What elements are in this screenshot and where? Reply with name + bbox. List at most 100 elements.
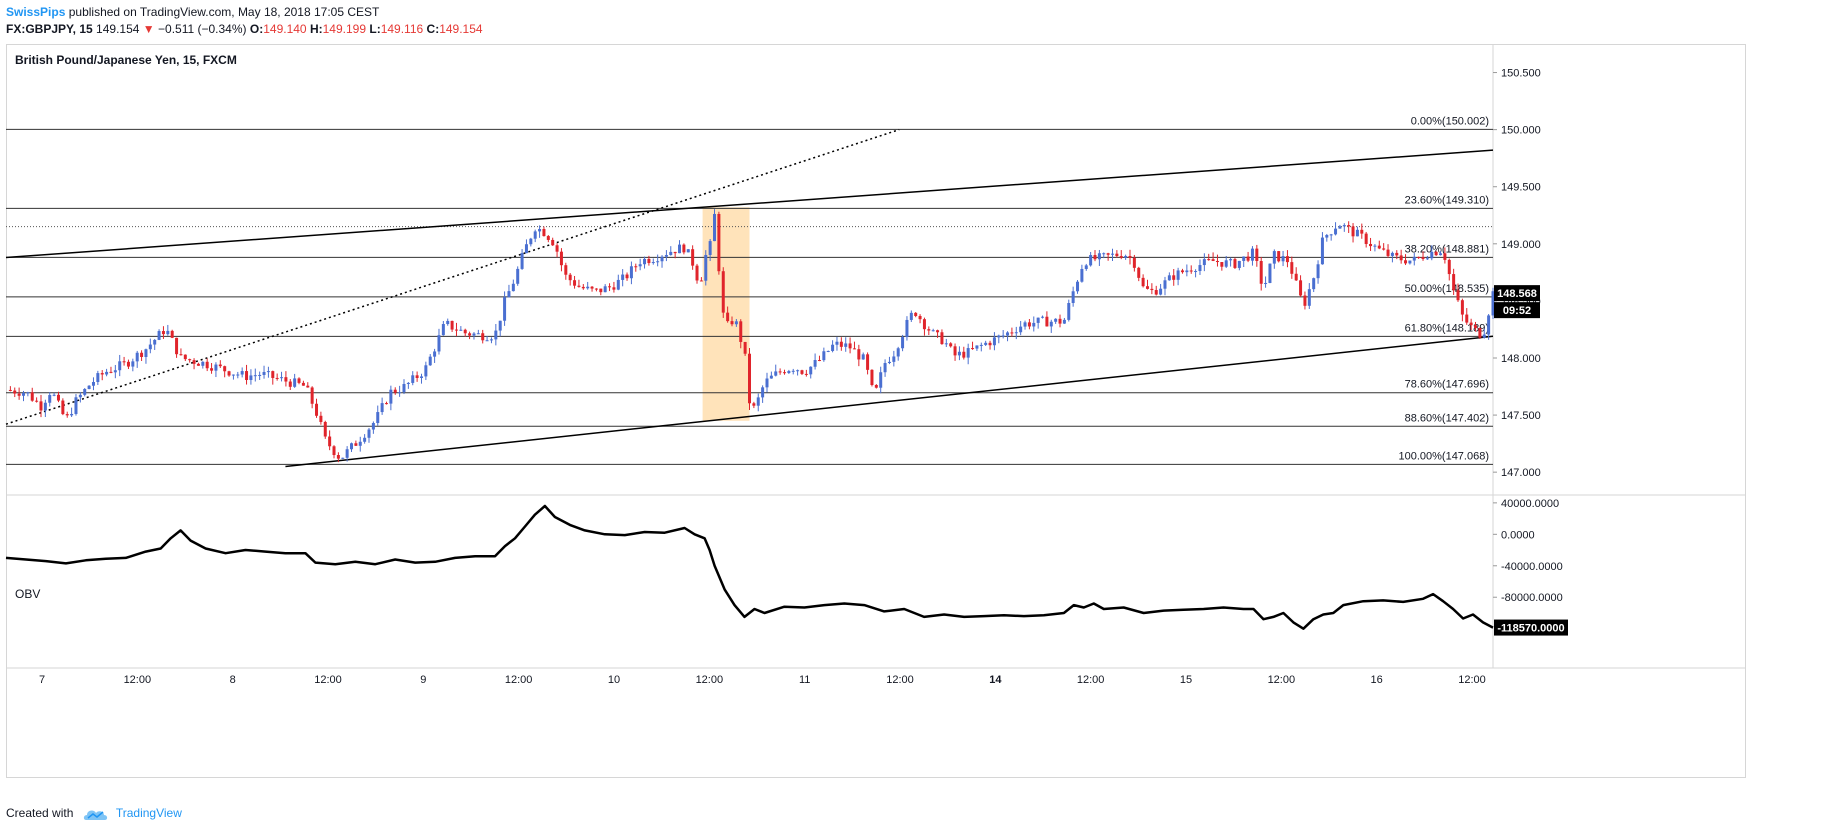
candle-body: [1001, 335, 1005, 337]
candle-body: [411, 375, 415, 383]
candle-body: [61, 400, 65, 415]
candle-body: [1041, 316, 1045, 318]
candle-body: [140, 352, 144, 357]
candle-body: [695, 265, 699, 281]
candle-body: [494, 330, 498, 340]
candle-body: [944, 343, 948, 345]
candle-body: [188, 359, 192, 361]
candle-body: [1390, 252, 1394, 256]
candle-body: [1342, 225, 1346, 227]
lower-trend-line[interactable]: [285, 335, 1494, 468]
candle-body: [524, 244, 528, 254]
candle-body: [791, 370, 795, 372]
candle-body: [13, 390, 17, 394]
candle-body: [280, 377, 284, 379]
candle-body: [201, 361, 205, 366]
candle-body: [433, 351, 437, 357]
candle-body: [1360, 229, 1364, 234]
candle-body: [879, 372, 883, 388]
candle-body: [686, 249, 690, 253]
candle-body: [297, 378, 301, 383]
candle-body: [192, 360, 196, 364]
candle-body: [266, 371, 270, 373]
candle-body: [787, 371, 791, 374]
candle-body: [756, 397, 760, 406]
candle-body: [1084, 265, 1088, 269]
candle-body: [748, 353, 751, 404]
candle-body: [52, 394, 56, 396]
candle-body: [739, 321, 743, 342]
candle-body: [533, 231, 537, 239]
candle-body: [804, 373, 808, 375]
candle-body: [909, 312, 913, 320]
candle-body: [538, 229, 542, 232]
candle-body: [196, 363, 200, 366]
author-name[interactable]: SwissPips: [6, 5, 66, 19]
time-axis-label: 15: [1180, 674, 1192, 686]
price-axis-label: 150.000: [1501, 125, 1541, 137]
countdown-label: 09:52: [1503, 305, 1531, 317]
tradingview-brand-link[interactable]: TradingView: [115, 806, 182, 820]
candle-body: [861, 354, 865, 360]
time-axis-label: 12:00: [124, 674, 152, 686]
candle-body: [1089, 255, 1093, 266]
candle-body: [48, 395, 52, 403]
candle-body: [428, 356, 432, 366]
candle-body: [555, 245, 559, 252]
candle-body: [638, 264, 642, 267]
candle-body: [1408, 260, 1412, 264]
candle-body: [752, 403, 756, 406]
candle-body: [170, 330, 174, 338]
candle-body: [319, 415, 323, 422]
candle-body: [205, 361, 209, 369]
candle-body: [1198, 265, 1202, 272]
candle-body: [717, 213, 721, 272]
candle-body: [1229, 259, 1233, 261]
time-axis-label: 12:00: [696, 674, 724, 686]
upper-trend-line[interactable]: [5, 149, 1494, 259]
candle-body: [323, 421, 327, 437]
current-price-tag: [1494, 285, 1540, 302]
candle-body: [1303, 295, 1307, 306]
candle-body: [1456, 290, 1460, 301]
publish-info: SwissPips published on TradingView.com, …: [6, 5, 379, 19]
candle-body: [1093, 255, 1097, 260]
candle-body: [131, 361, 135, 367]
candle-body: [35, 400, 39, 402]
candle-body: [516, 268, 520, 284]
candle-body: [1106, 253, 1110, 255]
last-price: 149.154: [96, 22, 140, 36]
candle-body: [1115, 253, 1119, 257]
obv-series-line[interactable]: [5, 504, 1494, 630]
candle-body: [546, 236, 550, 240]
change-value: −0.511 (−0.34%): [158, 22, 247, 36]
ohlc-legend: FX:GBPJPY, 15 149.154 ▼ −0.511 (−0.34%) …: [6, 22, 483, 36]
candle-body: [1482, 334, 1486, 338]
dotted-trend-line[interactable]: [5, 128, 900, 425]
candle-body: [1474, 325, 1478, 329]
footer: Created with TradingView: [6, 806, 182, 821]
candle-body: [887, 361, 891, 364]
candle-body: [1430, 251, 1434, 259]
candle-body: [1439, 253, 1443, 256]
candle-body: [144, 349, 148, 357]
candle-body: [511, 283, 515, 292]
candle-body: [1281, 256, 1285, 262]
highlight-zone[interactable]: [702, 207, 750, 421]
candle-body: [358, 441, 362, 446]
candle-body: [1491, 291, 1495, 316]
countdown-tag: [1494, 302, 1540, 319]
candle-body: [1347, 225, 1351, 227]
candle-body: [1307, 289, 1311, 306]
candle-body: [288, 381, 292, 387]
candle-body: [608, 286, 612, 288]
candle-body: [398, 392, 402, 394]
time-axis-label: 12:00: [1268, 674, 1296, 686]
candle-body: [866, 354, 870, 370]
candle-body: [1215, 260, 1219, 263]
candle-body: [454, 329, 458, 331]
time-axis-label: 12:00: [1458, 674, 1486, 686]
candle-body: [1399, 255, 1403, 261]
candle-body: [699, 280, 703, 282]
